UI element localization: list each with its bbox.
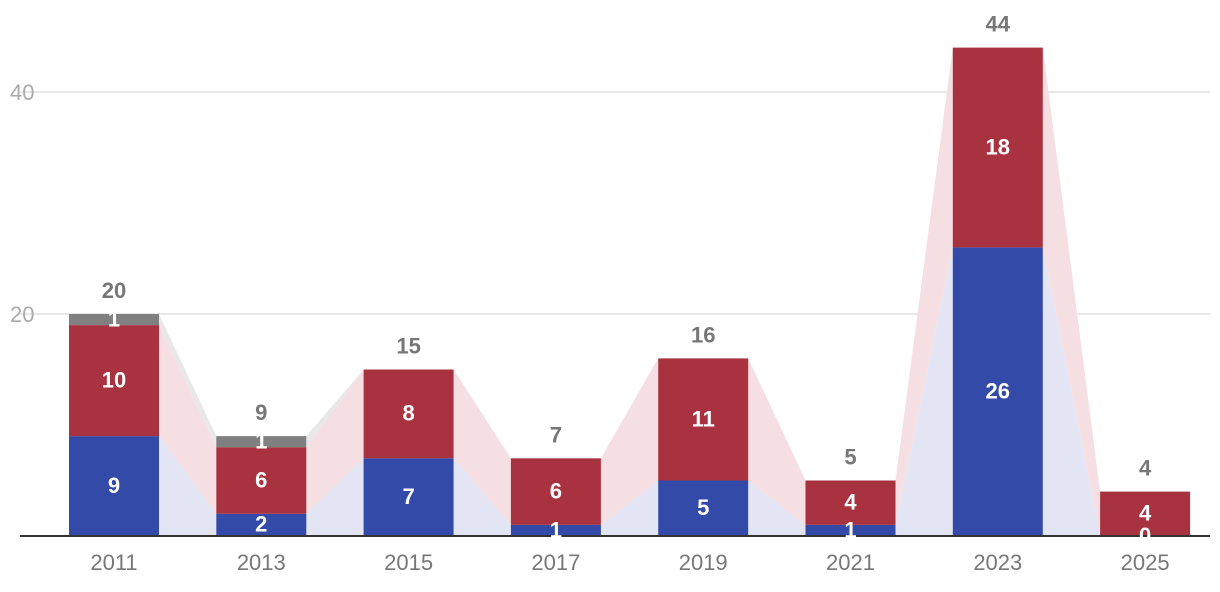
connector-band [600, 480, 659, 536]
segment-value-label: 1 [550, 517, 562, 542]
bar-segment [216, 447, 307, 514]
total-value-label: 9 [255, 400, 267, 425]
connector-band [159, 325, 217, 514]
x-tick-label: 2023 [973, 550, 1022, 575]
total-value-label: 4 [1139, 456, 1152, 481]
bar-segment [952, 47, 1043, 248]
total-value-label: 15 [396, 334, 420, 359]
connector-band [748, 358, 806, 525]
bar-segment [363, 458, 454, 536]
bar-segment [805, 524, 896, 536]
x-tick-label: 2011 [90, 550, 137, 575]
segment-value-label: 11 [692, 406, 715, 431]
total-value-label: 5 [844, 445, 856, 470]
total-value-label: 16 [691, 322, 715, 347]
total-value-label: 20 [102, 278, 126, 303]
connector-band-layer [159, 47, 1101, 536]
bar-segment [658, 480, 749, 536]
connector-band [895, 247, 953, 536]
x-tick-label: 2013 [237, 550, 286, 575]
connector-band [159, 436, 217, 536]
connector-band [453, 458, 511, 536]
segment-value-label: 6 [550, 478, 562, 503]
segment-value-label: 4 [1139, 501, 1152, 526]
connector-band [1042, 247, 1101, 536]
connector-band [1042, 47, 1101, 536]
segment-value-label: 10 [102, 367, 126, 392]
connector-band [453, 369, 511, 525]
bar-segment [658, 358, 749, 481]
total-value-label: 7 [550, 422, 562, 447]
segment-value-label: 7 [402, 484, 414, 509]
x-tick-label: 2025 [1121, 550, 1170, 575]
connector-band [306, 458, 364, 536]
segment-value-label: 1 [844, 517, 856, 542]
segment-value-label: 2 [255, 512, 267, 537]
segment-value-label: 6 [255, 467, 267, 492]
segment-value-label: 5 [697, 495, 709, 520]
segment-value-label: 4 [844, 490, 857, 515]
bar-layer [69, 47, 1191, 536]
segment-value-label: 26 [986, 379, 1010, 404]
connector-band [895, 47, 953, 525]
bar-segment [69, 325, 159, 437]
bar-segment [510, 458, 601, 525]
segment-value-label: 0 [1139, 523, 1151, 548]
segment-value-label: 18 [986, 134, 1010, 159]
bar-segment [69, 436, 159, 536]
connector-band [306, 369, 364, 448]
x-tick-label: 2019 [679, 550, 728, 575]
connector-band [600, 358, 659, 525]
segment-value-label: 9 [108, 473, 120, 498]
bar-segment [805, 480, 896, 525]
x-tick-label: 2021 [826, 550, 875, 575]
bar-segment [952, 247, 1043, 536]
x-tick-label: 2017 [531, 550, 580, 575]
connector-band [306, 369, 364, 514]
connector-band [159, 314, 217, 448]
segment-value-label: 8 [402, 401, 414, 426]
y-tick-label: 40 [10, 80, 34, 105]
bar-segment [69, 314, 159, 326]
y-tick-label: 20 [10, 302, 34, 327]
x-tick-label: 2015 [384, 550, 433, 575]
bar-segment [216, 436, 307, 448]
segment-value-label: 1 [108, 306, 120, 331]
bar-segment [1100, 491, 1191, 536]
segment-value-label: 1 [255, 428, 267, 453]
total-value-label: 44 [986, 12, 1011, 37]
bar-segment [510, 524, 601, 536]
bar-segment [363, 369, 454, 459]
bar-segment [216, 513, 307, 536]
label-layer: 2040910120201126192013781520151672017511… [10, 12, 1170, 575]
connector-band [748, 480, 806, 536]
